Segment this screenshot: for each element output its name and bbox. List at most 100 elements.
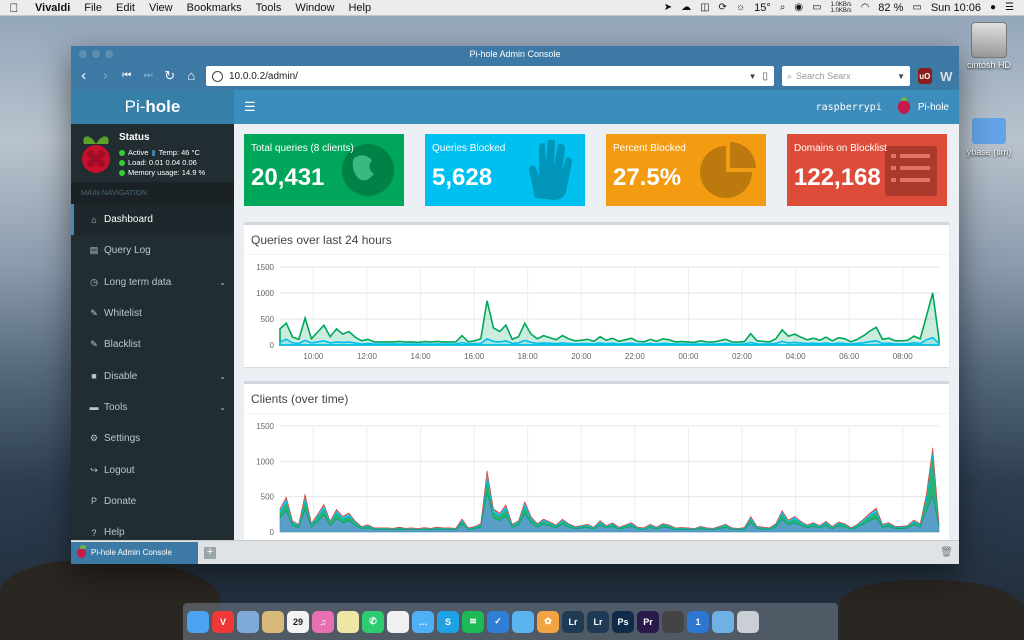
zoom-window-button[interactable]: [105, 50, 113, 58]
downloads-icon[interactable]: [712, 610, 734, 633]
notes-icon[interactable]: [262, 610, 284, 633]
menu-view[interactable]: View: [148, 1, 173, 14]
whatsapp-icon[interactable]: ✆: [362, 610, 384, 633]
pie-chart-icon: [700, 142, 756, 198]
nav-item-query-log[interactable]: ▤ Query Log: [71, 235, 234, 266]
photos-icon[interactable]: ✿: [537, 610, 559, 633]
nav-item-dashboard[interactable]: ⌂ Dashboard: [71, 204, 234, 236]
logo-light: Pi-: [124, 97, 146, 116]
ublock-icon[interactable]: uO: [918, 68, 932, 84]
desktop-folder-icon[interactable]: ybase (tim): [954, 118, 1024, 157]
rewind-icon[interactable]: ⏮: [122, 70, 132, 81]
network-speed[interactable]: 1.0KB/s 1.0KB/s: [831, 2, 852, 14]
chevron-down-icon[interactable]: ⌄: [219, 402, 226, 412]
hamburger-menu-icon[interactable]: ☰: [244, 99, 256, 114]
address-bar[interactable]: 10.0.0.2/admin/ ▼ ▯: [206, 66, 774, 86]
status-load: Load: 0.01 0.04 0.06: [128, 158, 197, 167]
menu-tools[interactable]: Tools: [255, 1, 282, 14]
menu-window[interactable]: Window: [295, 1, 335, 14]
lightroom-icon[interactable]: Lr: [562, 610, 584, 633]
finder-icon[interactable]: [187, 610, 209, 633]
stickies-icon[interactable]: [337, 610, 359, 633]
itunes-icon[interactable]: ♫: [312, 610, 334, 633]
things-icon[interactable]: ✓: [487, 610, 509, 633]
x-tick-label: 06:00: [839, 539, 860, 540]
forward-icon[interactable]: ›: [102, 67, 108, 84]
search-field[interactable]: ⌕ Search Searx ▼: [782, 66, 910, 86]
battery-icon[interactable]: ▭: [912, 2, 922, 13]
premiere-icon[interactable]: Pr: [637, 610, 659, 633]
menubar-clock[interactable]: Sun 10:06: [930, 1, 981, 14]
battery-app-icon[interactable]: [662, 610, 684, 633]
menu-app-name[interactable]: Vivaldi: [35, 1, 71, 14]
network-monitor-icon[interactable]: ▭: [812, 2, 822, 13]
nav-item-settings[interactable]: ⚙ Settings: [71, 423, 234, 454]
lightroom-classic-icon[interactable]: Lr: [587, 610, 609, 633]
tab-pihole[interactable]: Pi-hole Admin Console: [71, 541, 198, 564]
menu-bookmarks[interactable]: Bookmarks: [186, 1, 242, 14]
notification-center-icon[interactable]: ☰: [1005, 2, 1014, 13]
nav-item-blacklist[interactable]: ✎ Blacklist: [71, 329, 234, 360]
user-menu[interactable]: Pi-hole: [897, 97, 949, 114]
new-tab-icon[interactable]: +: [204, 546, 216, 559]
chevron-down-icon[interactable]: ▼: [748, 71, 757, 81]
calendar-icon[interactable]: 29: [287, 610, 309, 633]
y-tick-label: 500: [261, 493, 275, 502]
wifi-icon[interactable]: ◠: [860, 2, 870, 13]
back-icon[interactable]: ‹: [81, 67, 87, 84]
chevron-down-icon[interactable]: ⌄: [219, 277, 226, 287]
nav-item-disable[interactable]: ■ Disable ⌄: [71, 360, 234, 391]
messages-icon[interactable]: …: [412, 610, 434, 633]
stat-value: 122,168: [794, 164, 881, 191]
sync-icon[interactable]: ⟳: [718, 2, 727, 13]
extension-w-icon[interactable]: W: [940, 68, 953, 84]
dropbox-icon[interactable]: ◫: [700, 2, 710, 13]
menu-file[interactable]: File: [84, 1, 102, 14]
menu-edit[interactable]: Edit: [116, 1, 135, 14]
menu-help[interactable]: Help: [348, 1, 372, 14]
nav-label: Disable: [104, 370, 138, 382]
window-titlebar[interactable]: Pi-hole Admin Console: [71, 46, 959, 62]
spotlight-search-icon[interactable]: ⌕: [779, 2, 786, 13]
vivaldi-icon[interactable]: V: [212, 610, 234, 633]
nav-item-whitelist[interactable]: ✎ Whitelist: [71, 298, 234, 329]
onepassword-menu-icon[interactable]: ◉: [794, 2, 804, 13]
search-icon: ⌕: [787, 70, 793, 81]
nav-header: MAIN NAVIGATION: [71, 182, 234, 204]
location-arrow-icon[interactable]: ➤: [663, 2, 673, 13]
nav-item-logout[interactable]: ↪ Logout: [71, 454, 234, 485]
battery-percent[interactable]: 82 %: [878, 1, 904, 14]
fast-forward-icon[interactable]: ⏭: [143, 70, 153, 81]
bookmark-icon[interactable]: ▯: [762, 70, 768, 82]
cloud-icon[interactable]: ☁: [681, 2, 692, 13]
weather-icon[interactable]: ☼: [735, 2, 746, 13]
weather-temp[interactable]: 15°: [754, 1, 771, 14]
photoshop-icon[interactable]: Ps: [612, 610, 634, 633]
tweetbot-icon[interactable]: [512, 610, 534, 633]
browser-toolbar: ‹ › ⏮ ⏭ ↻ ⌂ 10.0.0.2/admin/ ▼ ▯ ⌕ Search…: [71, 62, 959, 90]
nav-item-long-term-data[interactable]: ◷ Long term data ⌄: [71, 267, 234, 298]
nav-item-tools[interactable]: ▬ Tools ⌄: [71, 392, 234, 423]
trash-icon[interactable]: [737, 610, 759, 633]
reload-icon[interactable]: ↻: [164, 68, 176, 83]
clients-chart[interactable]: 1500 1000 500 0 10:00 12:00 14:00 16:00 18:00 20:…: [244, 414, 949, 540]
nav-item-help[interactable]: ? Help: [71, 517, 234, 540]
nav-item-donate[interactable]: P Donate: [71, 486, 234, 517]
spotify-icon[interactable]: ≋: [462, 610, 484, 633]
textedit-icon[interactable]: [387, 610, 409, 633]
desktop-hd-icon[interactable]: cintosh HD: [954, 22, 1024, 70]
home-icon[interactable]: ⌂: [187, 68, 196, 83]
close-window-button[interactable]: [79, 50, 87, 58]
chevron-down-icon[interactable]: ⌄: [219, 371, 226, 381]
skype-icon[interactable]: S: [437, 610, 459, 633]
apple-menu-icon[interactable]: : [0, 1, 28, 15]
trash-icon[interactable]: 🗑: [940, 547, 953, 558]
minimize-window-button[interactable]: [92, 50, 100, 58]
chevron-down-icon[interactable]: ▼: [897, 71, 905, 81]
nav-label: Help: [104, 527, 125, 539]
user-avatar-icon[interactable]: ●: [989, 2, 997, 13]
1password-icon[interactable]: 1: [687, 610, 709, 633]
preview-icon[interactable]: [237, 610, 259, 633]
pihole-logo[interactable]: Pi-hole: [71, 90, 234, 124]
queries-chart[interactable]: 1500 1000 500 0 10:00 12:00 14:00 16:00 18:00 20:…: [244, 255, 949, 367]
